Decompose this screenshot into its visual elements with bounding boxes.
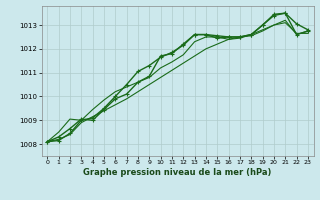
X-axis label: Graphe pression niveau de la mer (hPa): Graphe pression niveau de la mer (hPa) <box>84 168 272 177</box>
